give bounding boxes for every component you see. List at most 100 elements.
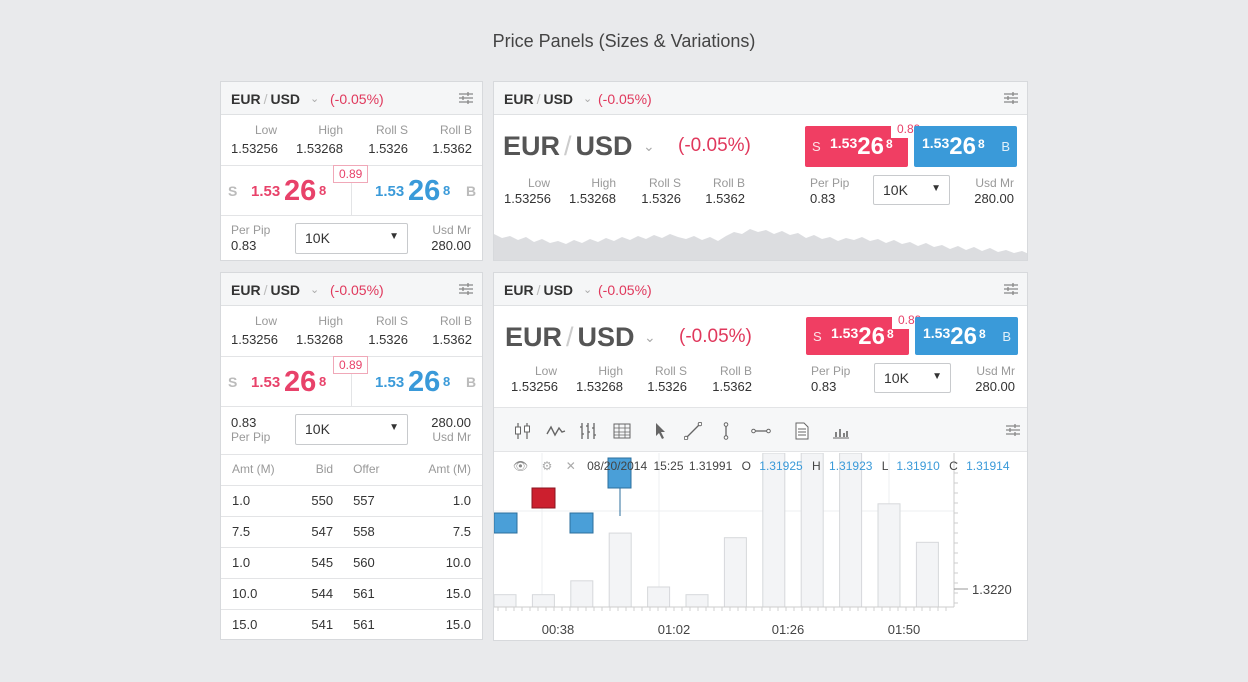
depth-offer: 560 [333, 547, 403, 579]
buy-price[interactable]: 1.53 26 8 [375, 175, 451, 207]
filter-icon[interactable] [1006, 424, 1020, 436]
big-change-percent: (-0.05%) [679, 326, 752, 347]
price-chart[interactable]: 1.3220 00:38 01:02 01:26 01:50 [494, 453, 1028, 641]
legend-date: 08/20/2014 [587, 459, 648, 473]
depth-row[interactable]: 10.0 544 561 15.0 [221, 578, 482, 610]
pair-name[interactable]: EUR / USD [504, 282, 574, 298]
depth-bid: 541 [300, 609, 334, 639]
volume-bars-icon[interactable] [832, 422, 850, 440]
stat-roll-b: Roll B 1.5362 [705, 176, 745, 206]
candle [569, 512, 594, 534]
filter-icon[interactable] [1004, 92, 1018, 104]
stat-usd-mr: 280.00 Usd Mr [431, 415, 471, 444]
pair-name[interactable]: EUR / USD [231, 282, 301, 298]
candlestick-icon[interactable] [514, 422, 532, 440]
amount-select[interactable]: 10K ▼ [873, 175, 950, 205]
legend-price: 1.31991 [688, 459, 733, 473]
stat-per-pip: Per Pip 0.83 [810, 176, 850, 206]
spread-badge: 0.89 [333, 165, 369, 183]
sell-button[interactable]: S 1.5326 8 [805, 126, 908, 167]
price-panel-large: EUR / USD ⌄ (-0.05%) EUR / USD ⌄ (-0.05%) Lo… [493, 81, 1028, 261]
filter-icon[interactable] [1004, 283, 1018, 295]
volume-bar [723, 537, 747, 608]
big-change-percent: (-0.05%) [678, 135, 751, 156]
depth-bid: 544 [300, 578, 334, 610]
stat-roll-s: Roll S 1.5326 [368, 314, 408, 347]
depth-row[interactable]: 1.0 545 560 10.0 [221, 547, 482, 579]
pair-name[interactable]: EUR / USD [504, 91, 574, 107]
legend-time: 15:25 [653, 459, 684, 473]
ohlc-bars-icon[interactable] [579, 422, 597, 440]
amount-select[interactable]: 10K ▼ [295, 223, 408, 254]
filter-icon[interactable] [459, 92, 473, 104]
trendline-icon[interactable] [684, 422, 702, 440]
big-pair-name[interactable]: EUR / USD [505, 322, 635, 352]
chevron-down-icon[interactable]: ⌄ [643, 138, 655, 154]
caret-down-icon: ▼ [932, 371, 942, 382]
filter-icon[interactable] [459, 283, 473, 295]
panel-header: EUR / USD ⌄ (-0.05%) [221, 82, 482, 115]
stat-roll-s: Roll S 1.5326 [368, 123, 408, 156]
stat-roll-s: Roll S 1.5326 [647, 364, 687, 394]
stat-low: Low 1.53256 [231, 123, 278, 156]
stat-per-pip: 0.83 Per Pip [231, 415, 271, 444]
depth-amt-offer: 15.0 [402, 578, 482, 610]
depth-amt-offer: 15.0 [402, 609, 482, 639]
chevron-down-icon[interactable]: ⌄ [310, 284, 320, 296]
panel-header: EUR / USD ⌄ (-0.05%) [494, 273, 1027, 306]
buy-button[interactable]: 1.5326 8 B [915, 317, 1018, 355]
stat-usd-mr: Usd Mr 280.00 [974, 176, 1014, 206]
caret-down-icon: ▼ [389, 231, 399, 242]
volume-bar [608, 532, 632, 608]
stat-low: Low 1.53256 [231, 314, 278, 347]
sell-button[interactable]: S 1.5326 8 [806, 317, 909, 355]
line-chart-icon[interactable] [546, 422, 566, 440]
chevron-down-icon[interactable]: ⌄ [644, 329, 656, 345]
vertical-line-icon[interactable] [721, 422, 731, 440]
cursor-icon[interactable] [654, 422, 668, 440]
gear-icon[interactable]: ⚙ [541, 459, 553, 473]
change-percent: (-0.05%) [330, 91, 384, 107]
buy-price[interactable]: 1.53 26 8 [375, 366, 451, 398]
stat-per-pip: Per Pip 0.83 [231, 223, 271, 253]
stat-high: High 1.53268 [296, 314, 343, 347]
candle [531, 487, 556, 509]
table-icon[interactable] [613, 422, 631, 440]
depth-row[interactable]: 15.0 541 561 15.0 [221, 609, 482, 639]
chevron-down-icon[interactable]: ⌄ [583, 284, 593, 296]
document-icon[interactable] [794, 422, 810, 440]
amount-select[interactable]: 10K ▼ [874, 363, 951, 393]
amount-select[interactable]: 10K ▼ [295, 414, 408, 445]
depth-amt-bid: 1.0 [221, 547, 301, 579]
caret-down-icon: ▼ [931, 183, 941, 194]
chevron-down-icon[interactable]: ⌄ [310, 93, 320, 105]
legend-o-label: O [741, 459, 751, 473]
depth-amt-offer: 7.5 [402, 516, 482, 548]
sell-price[interactable]: 1.53 26 8 [251, 175, 327, 207]
depth-table: Amt (M) Bid Offer Amt (M) 1.0 550 557 1.0 7.… [221, 454, 482, 639]
stat-roll-s: Roll S 1.5326 [641, 176, 681, 206]
depth-row[interactable]: 1.0 550 557 1.0 [221, 485, 482, 517]
volume-bar [877, 503, 901, 608]
big-pair-name[interactable]: EUR / USD [503, 131, 633, 161]
horizontal-line-icon[interactable] [751, 422, 771, 440]
sell-letter: S [228, 183, 238, 199]
depth-row[interactable]: 7.5 547 558 7.5 [221, 516, 482, 548]
depth-header-row: Amt (M) Bid Offer Amt (M) [221, 454, 482, 486]
buy-button[interactable]: 1.5326 8 B [914, 126, 1017, 167]
stat-usd-mr: Usd Mr 280.00 [431, 223, 471, 253]
caret-down-icon: ▼ [389, 422, 399, 433]
volume-bar [685, 594, 709, 608]
depth-amt-bid: 10.0 [221, 578, 301, 610]
volume-bar [531, 594, 555, 608]
price-panel-small: EUR / USD ⌄ (-0.05%) Low 1.53256 High 1.5326… [220, 81, 483, 261]
eye-icon[interactable]: 👁 [513, 459, 529, 473]
chevron-down-icon[interactable]: ⌄ [583, 93, 593, 105]
pair-name[interactable]: EUR / USD [231, 91, 301, 107]
sell-price[interactable]: 1.53 26 8 [251, 366, 327, 398]
price-panel-chart: EUR / USD ⌄ (-0.05%) EUR / USD ⌄ (-0.05%) Lo… [493, 272, 1028, 641]
close-icon[interactable]: ✕ [565, 459, 576, 473]
depth-bid: 550 [300, 485, 334, 517]
depth-amt-bid: 1.0 [221, 485, 301, 517]
sparkline-area [494, 229, 1027, 260]
